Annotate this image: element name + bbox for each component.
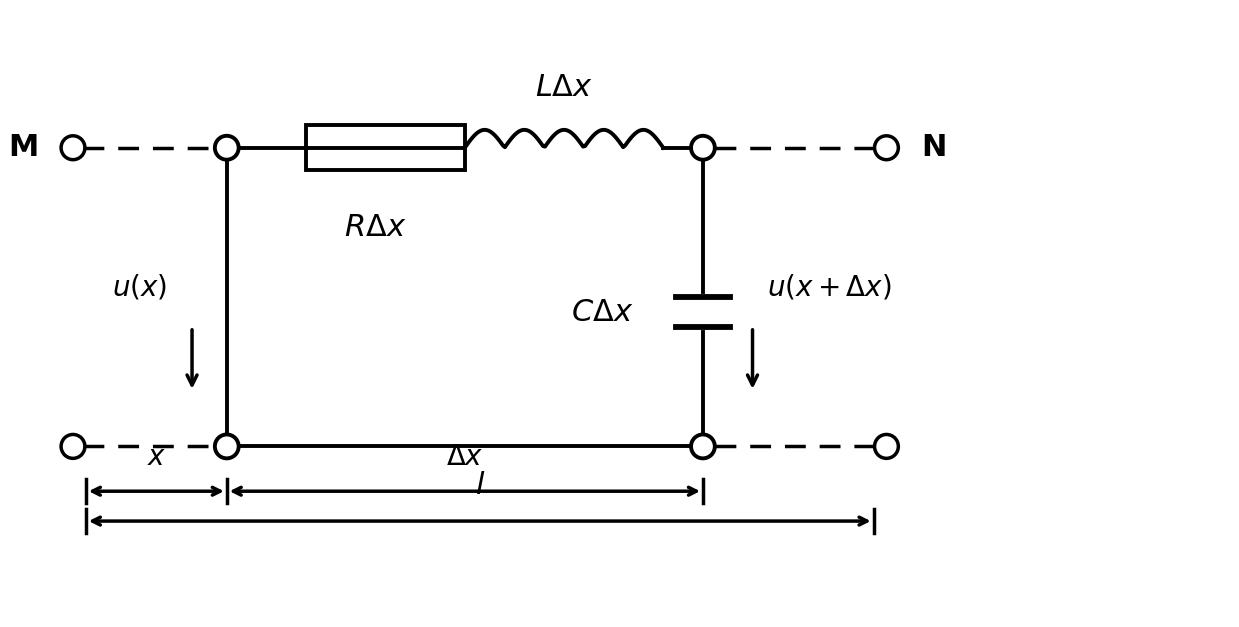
Text: $\Delta x$: $\Delta x$ (446, 445, 483, 472)
Text: $C\Delta x$: $C\Delta x$ (571, 297, 633, 327)
Text: M: M (7, 134, 38, 162)
Text: $u(x+\Delta x)$: $u(x+\Delta x)$ (767, 273, 892, 302)
Text: $l$: $l$ (475, 470, 484, 501)
FancyBboxPatch shape (306, 125, 465, 170)
Text: $R\Delta x$: $R\Delta x$ (344, 213, 406, 243)
Text: $L\Delta x$: $L\Delta x$ (535, 72, 593, 103)
Text: $u(x)$: $u(x)$ (112, 273, 167, 302)
Text: N: N (921, 134, 947, 162)
Text: $x$: $x$ (146, 445, 166, 472)
